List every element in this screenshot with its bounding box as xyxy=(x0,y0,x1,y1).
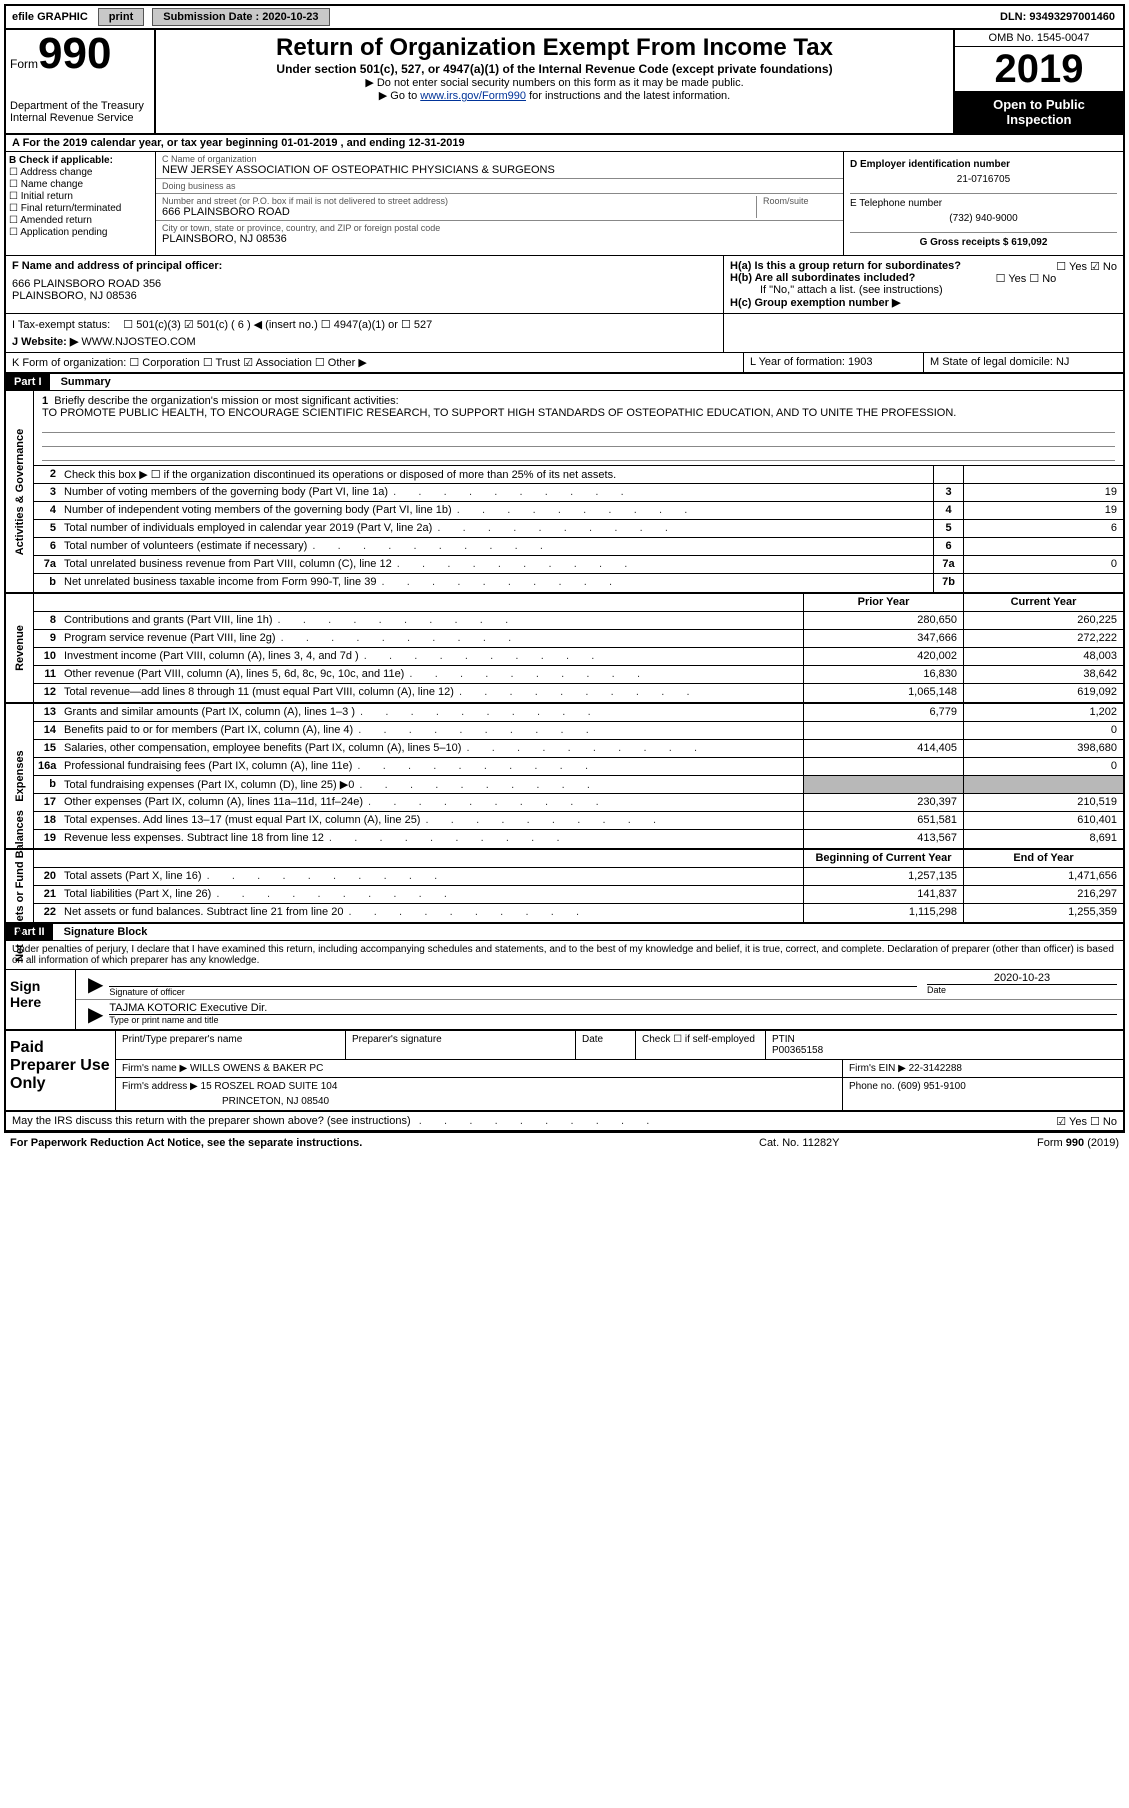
side-revenue: Revenue xyxy=(14,625,26,671)
section-governance: Activities & Governance 1 Briefly descri… xyxy=(6,391,1123,594)
check-name-change[interactable]: ☐ Name change xyxy=(9,179,152,190)
line-5: 5Total number of individuals employed in… xyxy=(34,520,1123,538)
column-headers: Prior Year Current Year xyxy=(34,594,1123,612)
city-state-zip: PLAINSBORO, NJ 08536 xyxy=(162,233,837,245)
state-domicile: M State of legal domicile: NJ xyxy=(923,353,1123,372)
line-22: 22Net assets or fund balances. Subtract … xyxy=(34,904,1123,922)
open-inspection: Open to Public Inspection xyxy=(955,91,1123,133)
line-16a: 16aProfessional fundraising fees (Part I… xyxy=(34,758,1123,776)
line-20: 20Total assets (Part X, line 16)1,257,13… xyxy=(34,868,1123,886)
check-amended[interactable]: ☐ Amended return xyxy=(9,215,152,226)
section-b-checks: B Check if applicable: ☐ Address change … xyxy=(6,152,156,255)
line-18: 18Total expenses. Add lines 13–17 (must … xyxy=(34,812,1123,830)
penalty-statement: Under penalties of perjury, I declare th… xyxy=(6,941,1123,970)
form-word: Form xyxy=(10,57,38,71)
line-12: 12Total revenue—add lines 8 through 11 (… xyxy=(34,684,1123,702)
side-expenses: Expenses xyxy=(14,750,26,801)
mission-block: 1 Briefly describe the organization's mi… xyxy=(34,391,1123,466)
form-title: Return of Organization Exempt From Incom… xyxy=(160,34,949,62)
arrow-icon: ▶ xyxy=(82,972,109,997)
section-revenue: Revenue Prior Year Current Year 8Contrib… xyxy=(6,594,1123,704)
print-button[interactable]: print xyxy=(98,8,144,26)
submission-date: Submission Date : 2020-10-23 xyxy=(152,8,329,26)
year-formation: L Year of formation: 1903 xyxy=(743,353,923,372)
part-1-header: Part I Summary xyxy=(6,374,1123,391)
firm-name: Firm's name ▶ WILLS OWENS & BAKER PC xyxy=(116,1060,843,1077)
arrow-icon: ▶ xyxy=(82,1002,109,1027)
line-9: 9Program service revenue (Part VIII, lin… xyxy=(34,630,1123,648)
dept-label: Department of the Treasury Internal Reve… xyxy=(10,100,150,124)
hb-answer[interactable]: ☐ Yes ☐ No xyxy=(996,272,1057,285)
firm-phone: Phone no. (609) 951-9100 xyxy=(843,1078,1123,1110)
paid-preparer-block: Paid Preparer Use Only Print/Type prepar… xyxy=(6,1031,1123,1112)
line-b: bTotal fundraising expenses (Part IX, co… xyxy=(34,776,1123,794)
firm-address: Firm's address ▶ 15 ROSZEL ROAD SUITE 10… xyxy=(122,1081,836,1092)
row-a-period: A For the 2019 calendar year, or tax yea… xyxy=(6,135,1123,152)
irs-link[interactable]: www.irs.gov/Form990 xyxy=(420,90,526,102)
discuss-answer[interactable]: ☑ Yes ☐ No xyxy=(1056,1115,1117,1128)
part-2-header: Part II Signature Block xyxy=(6,924,1123,941)
street-address: 666 PLAINSBORO ROAD xyxy=(162,206,756,218)
firm-ein: Firm's EIN ▶ 22-3142288 xyxy=(843,1060,1123,1077)
tax-year: 2019 xyxy=(955,47,1123,91)
form-number: 990 xyxy=(38,29,111,78)
line-19: 19Revenue less expenses. Subtract line 1… xyxy=(34,830,1123,848)
net-column-headers: Beginning of Current Year End of Year xyxy=(34,850,1123,868)
line-3: 3Number of voting members of the governi… xyxy=(34,484,1123,502)
line-13: 13Grants and similar amounts (Part IX, c… xyxy=(34,704,1123,722)
form-note-1: ▶ Do not enter social security numbers o… xyxy=(160,76,949,89)
line-10: 10Investment income (Part VIII, column (… xyxy=(34,648,1123,666)
officer-name: TAJMA KOTORIC Executive Dir. xyxy=(109,1002,1117,1014)
line-17: 17Other expenses (Part IX, column (A), l… xyxy=(34,794,1123,812)
signature-block: Sign Here ▶ Signature of officer 2020-10… xyxy=(6,970,1123,1031)
hc-group-exemption: H(c) Group exemption number ▶ xyxy=(730,297,900,309)
efile-label: efile GRAPHIC xyxy=(6,9,94,25)
form-subtitle: Under section 501(c), 527, or 4947(a)(1)… xyxy=(160,62,949,76)
omb-number: OMB No. 1545-0047 xyxy=(955,30,1123,47)
top-toolbar: efile GRAPHIC print Submission Date : 20… xyxy=(4,4,1125,30)
section-f-h: F Name and address of principal officer:… xyxy=(6,256,1123,314)
check-self-employed[interactable]: Check ☐ if self-employed xyxy=(636,1031,766,1059)
check-initial-return[interactable]: ☐ Initial return xyxy=(9,191,152,202)
form-of-org[interactable]: K Form of organization: ☐ Corporation ☐ … xyxy=(6,353,743,372)
line-14: 14Benefits paid to or for members (Part … xyxy=(34,722,1123,740)
row-k-l-m: K Form of organization: ☐ Corporation ☐ … xyxy=(6,353,1123,374)
principal-officer: 666 PLAINSBORO ROAD 356 PLAINSBORO, NJ 0… xyxy=(12,272,717,308)
row-i-j: I Tax-exempt status: ☐ 501(c)(3) ☑ 501(c… xyxy=(6,314,1123,353)
line-21: 21Total liabilities (Part X, line 26)141… xyxy=(34,886,1123,904)
line-11: 11Other revenue (Part VIII, column (A), … xyxy=(34,666,1123,684)
mission-text: TO PROMOTE PUBLIC HEALTH, TO ENCOURAGE S… xyxy=(42,407,956,419)
ha-answer[interactable]: ☐ Yes ☑ No xyxy=(1056,260,1117,273)
line-4: 4Number of independent voting members of… xyxy=(34,502,1123,520)
gross-receipts: G Gross receipts $ 619,092 xyxy=(850,237,1117,248)
section-expenses: Expenses 13Grants and similar amounts (P… xyxy=(6,704,1123,850)
org-name: NEW JERSEY ASSOCIATION OF OSTEOPATHIC PH… xyxy=(162,164,837,176)
form-note-2: ▶ Go to www.irs.gov/Form990 for instruct… xyxy=(160,89,949,102)
section-net-assets: Net Assets or Fund Balances Beginning of… xyxy=(6,850,1123,924)
form-header: Form990 Department of the Treasury Inter… xyxy=(6,30,1123,135)
line-8: 8Contributions and grants (Part VIII, li… xyxy=(34,612,1123,630)
sign-date: 2020-10-23 xyxy=(927,972,1117,984)
side-net: Net Assets or Fund Balances xyxy=(14,810,26,962)
line-b: bNet unrelated business taxable income f… xyxy=(34,574,1123,592)
telephone: (732) 940-9000 xyxy=(850,209,1117,228)
check-app-pending[interactable]: ☐ Application pending xyxy=(9,227,152,238)
dln-label: DLN: 93493297001460 xyxy=(992,9,1123,25)
line-6: 6Total number of volunteers (estimate if… xyxy=(34,538,1123,556)
line-15: 15Salaries, other compensation, employee… xyxy=(34,740,1123,758)
ein: 21-0716705 xyxy=(850,170,1117,189)
line-2: 2Check this box ▶ ☐ if the organization … xyxy=(34,466,1123,484)
section-b-through-g: B Check if applicable: ☐ Address change … xyxy=(6,152,1123,256)
tax-exempt-status[interactable]: ☐ 501(c)(3) ☑ 501(c) ( 6 ) ◀ (insert no.… xyxy=(113,319,432,331)
discuss-row: May the IRS discuss this return with the… xyxy=(6,1112,1123,1131)
form-990: Form990 Department of the Treasury Inter… xyxy=(4,30,1125,1133)
page-footer: For Paperwork Reduction Act Notice, see … xyxy=(4,1133,1125,1153)
website: WWW.NJOSTEO.COM xyxy=(81,336,195,348)
check-address-change[interactable]: ☐ Address change xyxy=(9,167,152,178)
ptin: PTIN P00365158 xyxy=(766,1031,1123,1059)
check-final-return[interactable]: ☐ Final return/terminated xyxy=(9,203,152,214)
side-governance: Activities & Governance xyxy=(14,428,26,555)
line-7a: 7aTotal unrelated business revenue from … xyxy=(34,556,1123,574)
